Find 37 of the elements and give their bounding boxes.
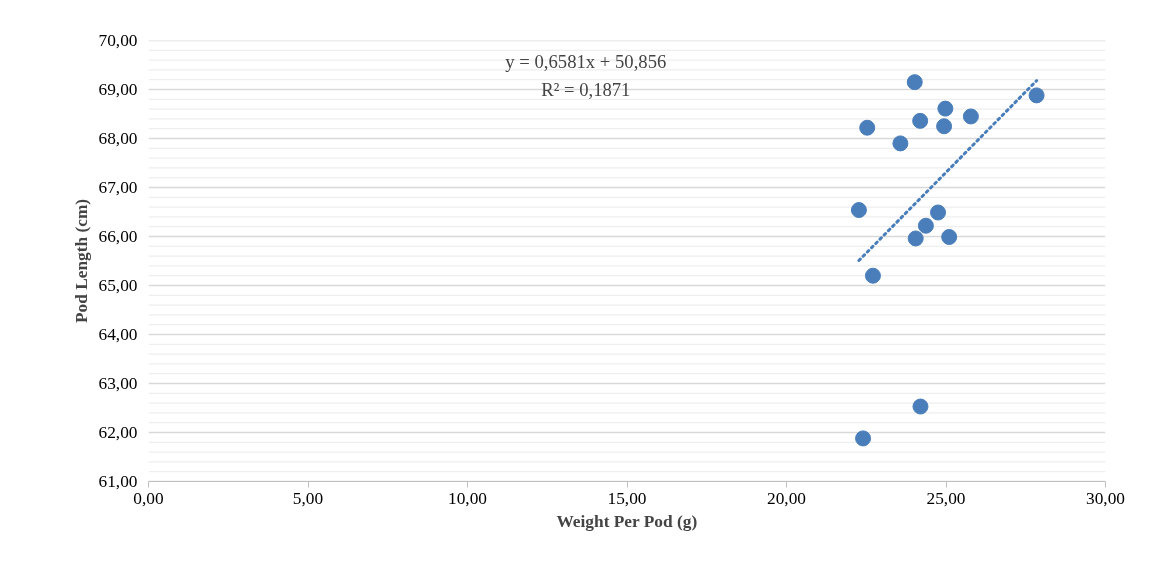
- point: [1028, 87, 1045, 104]
- y-tick-label: 65,00: [98, 276, 138, 295]
- point: [850, 202, 867, 219]
- point: [937, 100, 954, 117]
- point: [906, 74, 923, 91]
- y-axis-title: Pod Length (cm): [71, 198, 91, 324]
- point: [941, 229, 958, 245]
- point: [907, 230, 924, 247]
- x-tick-label: 5,00: [292, 488, 324, 508]
- point: [855, 430, 872, 447]
- annotation: R² = 0,1871: [541, 78, 631, 100]
- point: [912, 112, 929, 129]
- y-tick-label: 64,00: [98, 325, 138, 344]
- y-tick-label: 69,00: [98, 80, 138, 99]
- x-tick-label: 0,00: [133, 488, 164, 508]
- point: [892, 135, 909, 152]
- point: [859, 119, 876, 136]
- x-tick-label: 15,00: [607, 488, 647, 508]
- point: [930, 204, 947, 221]
- point: [912, 398, 929, 415]
- y-tick-label: 66,00: [98, 227, 138, 246]
- y-tick-label: 63,00: [98, 374, 138, 393]
- y-tick-label: 61,00: [98, 472, 138, 491]
- y-tick-label: 62,00: [98, 423, 138, 442]
- x-axis-title: Weight Per Pod (g): [556, 511, 698, 531]
- y-tick-label: 68,00: [98, 129, 138, 148]
- x-tick-label: 10,00: [448, 488, 488, 508]
- y-tick-label: 70,00: [98, 31, 138, 50]
- point: [917, 217, 934, 234]
- x-tick-label: 30,00: [1086, 488, 1126, 508]
- annotation: y = 0,6581x + 50,856: [505, 51, 667, 73]
- y-tick-label: 67,00: [98, 178, 138, 197]
- point: [962, 108, 979, 125]
- x-tick-label: 20,00: [767, 488, 807, 508]
- point: [936, 118, 953, 135]
- point: [864, 267, 881, 284]
- x-tick-label: 25,00: [926, 488, 966, 508]
